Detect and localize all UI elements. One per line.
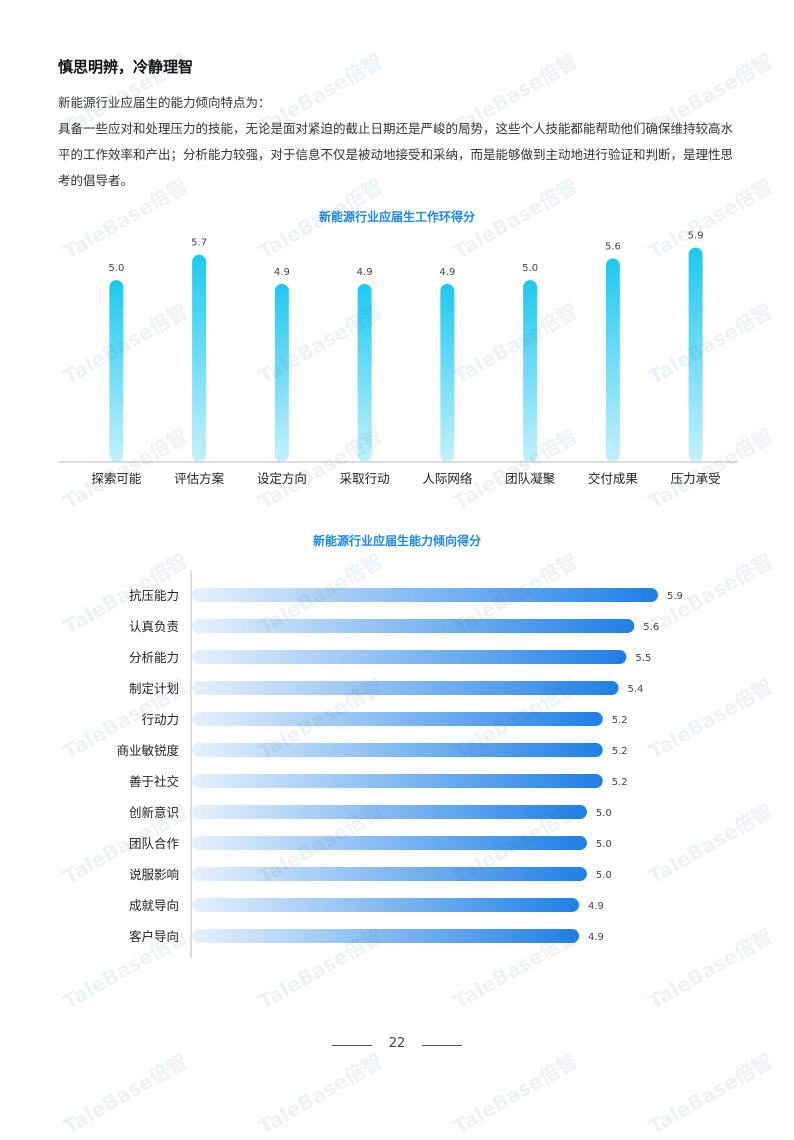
hchart-bar — [192, 712, 603, 726]
hchart-category-label: 分析能力 — [129, 650, 179, 665]
vchart-category-label: 团队凝聚 — [505, 471, 556, 486]
hchart-value-label: 5.2 — [612, 746, 628, 757]
vchart-bar — [523, 280, 538, 462]
hchart-category-label: 制定计划 — [129, 681, 179, 696]
vchart-value-label: 4.9 — [274, 267, 290, 278]
hchart-value-label: 4.9 — [588, 901, 604, 912]
ability-tendency-score-chart: 5.9 抗压能力 5.6 认真负责 5.5 分析能力 5.4 制定计划 5.2 行动力 5.2 商业敏… — [116, 570, 683, 958]
watermark-logo: TaleBase倍智 — [254, 1048, 387, 1139]
hchart-bar — [192, 774, 603, 788]
vchart-category-label: 采取行动 — [340, 471, 390, 486]
vchart-category-label: 压力承受 — [671, 471, 721, 486]
vchart-bar — [605, 258, 620, 462]
page-number: 22 — [388, 1036, 406, 1051]
hchart-value-label: 5.5 — [635, 653, 651, 664]
vchart-bar — [688, 247, 703, 462]
vchart-category-label: 评估方案 — [174, 471, 225, 486]
hchart-bar — [192, 588, 658, 602]
vchart-bar — [274, 283, 289, 462]
hchart-category-label: 行动力 — [141, 712, 179, 727]
vchart-category-label: 探索可能 — [91, 471, 142, 486]
hchart-bar — [192, 805, 587, 819]
hchart-bar — [192, 836, 587, 850]
hchart-value-label: 5.0 — [596, 870, 612, 881]
vchart-bar — [109, 280, 124, 462]
vchart-category-label: 人际网络 — [422, 471, 473, 486]
vchart-category-label: 设定方向 — [257, 471, 307, 486]
vchart-value-label: 5.7 — [191, 238, 207, 249]
page-number-rule-right — [422, 1045, 462, 1046]
page-number-rule-left — [332, 1045, 372, 1046]
hchart-category-label: 客户导向 — [129, 929, 179, 944]
work-ring-score-chart: 5.0 探索可能 5.7 评估方案 4.9 设定方向 4.9 采取行动 4.9 人际网络 5.0 团队… — [58, 230, 738, 486]
vchart-value-label: 5.0 — [522, 263, 538, 274]
hchart-value-label: 5.0 — [596, 808, 612, 819]
hchart-category-label: 认真负责 — [129, 619, 179, 634]
hchart-category-label: 抗压能力 — [129, 588, 179, 603]
hchart-category-label: 商业敏锐度 — [116, 743, 179, 758]
hchart-category-label: 创新意识 — [129, 805, 179, 820]
hchart-value-label: 5.9 — [667, 591, 683, 602]
vertical-chart-title: 新能源行业应届生工作环得分 — [318, 210, 475, 224]
hchart-bar — [192, 650, 627, 664]
hchart-value-label: 5.0 — [596, 839, 612, 850]
hchart-category-label: 说服影响 — [129, 867, 179, 882]
hchart-category-label: 成就导向 — [129, 898, 179, 913]
hchart-bar — [192, 898, 580, 912]
hchart-value-label: 5.6 — [643, 622, 659, 633]
hchart-bar — [192, 743, 603, 757]
hchart-value-label: 5.2 — [612, 777, 628, 788]
hchart-category-label: 团队合作 — [129, 836, 180, 851]
intro-text: 新能源行业应届生的能力倾向特点为： — [58, 95, 271, 110]
hchart-value-label: 4.9 — [588, 932, 604, 943]
hchart-value-label: 5.2 — [612, 715, 628, 726]
horizontal-chart-title: 新能源行业应届生能力倾向得分 — [312, 534, 481, 548]
hchart-bar — [192, 681, 619, 695]
hchart-bar — [192, 619, 635, 633]
vchart-value-label: 4.9 — [439, 267, 455, 278]
hchart-bar — [192, 929, 580, 943]
section-heading: 慎思明辨，冷静理智 — [58, 58, 194, 76]
body-paragraph: 具备一些应对和处理压力的技能，无论是面对紧迫的截止日期还是严峻的局势，这些个人技… — [58, 121, 734, 188]
hchart-category-label: 善于社交 — [129, 774, 179, 789]
vchart-bar — [440, 283, 455, 462]
vchart-category-label: 交付成果 — [588, 471, 639, 486]
hchart-value-label: 5.4 — [628, 684, 644, 695]
watermark-logo: TaleBase倍智 — [59, 1048, 192, 1139]
vchart-value-label: 4.9 — [357, 267, 373, 278]
watermark-logo: TaleBase倍智 — [644, 1048, 777, 1139]
vchart-value-label: 5.0 — [108, 263, 124, 274]
watermark-logo: TaleBase倍智 — [449, 1048, 582, 1139]
vchart-value-label: 5.9 — [688, 230, 704, 241]
vchart-bar — [192, 254, 207, 462]
vchart-bar — [357, 283, 372, 462]
vchart-value-label: 5.6 — [605, 241, 621, 252]
hchart-bar — [192, 867, 587, 881]
